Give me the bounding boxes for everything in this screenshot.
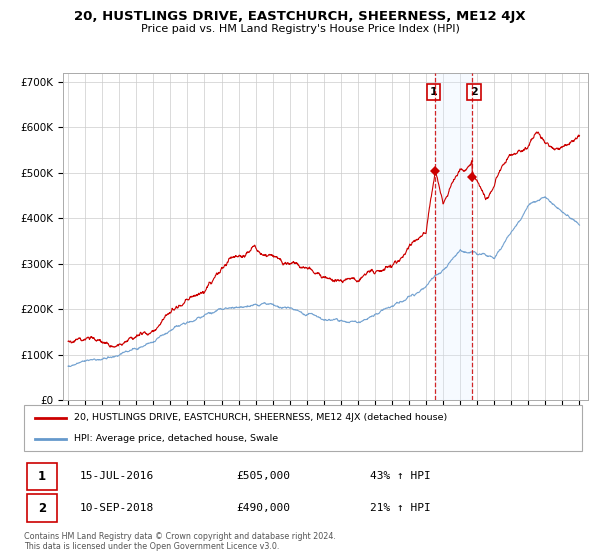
Text: 20, HUSTLINGS DRIVE, EASTCHURCH, SHEERNESS, ME12 4JX (detached house): 20, HUSTLINGS DRIVE, EASTCHURCH, SHEERNE… <box>74 413 448 422</box>
Text: 43% ↑ HPI: 43% ↑ HPI <box>370 472 431 481</box>
Text: 20, HUSTLINGS DRIVE, EASTCHURCH, SHEERNESS, ME12 4JX: 20, HUSTLINGS DRIVE, EASTCHURCH, SHEERNE… <box>74 10 526 23</box>
FancyBboxPatch shape <box>27 463 58 490</box>
Text: 1: 1 <box>38 470 46 483</box>
Text: Price paid vs. HM Land Registry's House Price Index (HPI): Price paid vs. HM Land Registry's House … <box>140 24 460 34</box>
Text: £505,000: £505,000 <box>236 472 290 481</box>
Text: 15-JUL-2016: 15-JUL-2016 <box>80 472 154 481</box>
Text: 2: 2 <box>38 502 46 515</box>
Text: 2: 2 <box>470 87 478 97</box>
Text: 1: 1 <box>430 87 437 97</box>
Text: £490,000: £490,000 <box>236 503 290 513</box>
Text: 21% ↑ HPI: 21% ↑ HPI <box>370 503 431 513</box>
FancyBboxPatch shape <box>27 494 58 522</box>
FancyBboxPatch shape <box>24 405 582 451</box>
Text: HPI: Average price, detached house, Swale: HPI: Average price, detached house, Swal… <box>74 435 278 444</box>
Text: 10-SEP-2018: 10-SEP-2018 <box>80 503 154 513</box>
Text: Contains HM Land Registry data © Crown copyright and database right 2024.
This d: Contains HM Land Registry data © Crown c… <box>24 532 336 552</box>
Bar <box>436 73 472 400</box>
